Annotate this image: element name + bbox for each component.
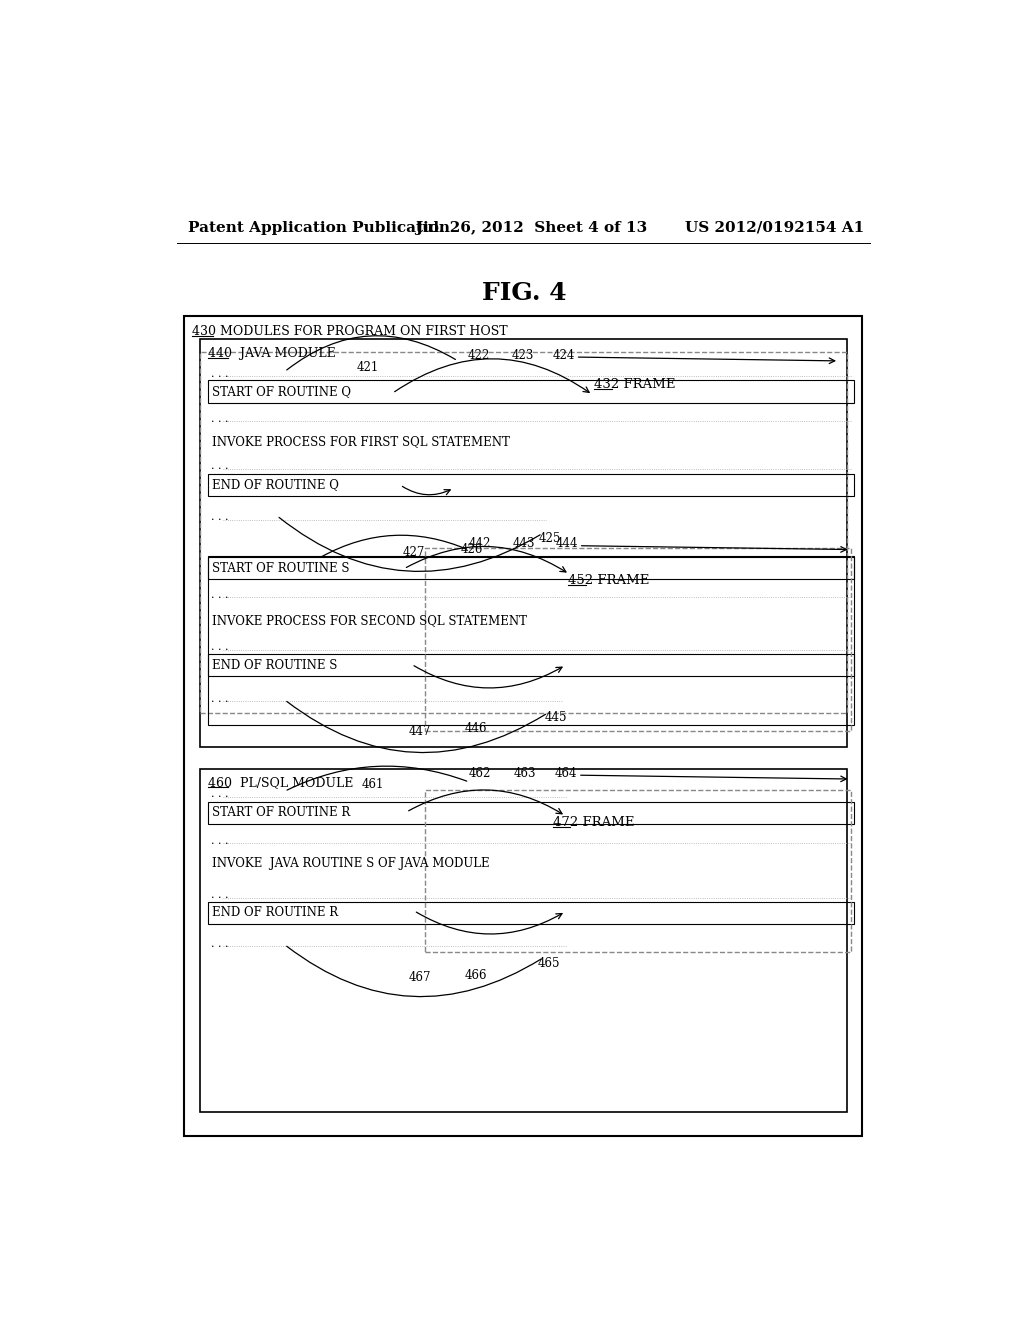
Text: 445: 445 xyxy=(545,711,567,723)
Bar xyxy=(425,548,851,731)
Text: 432 FRAME: 432 FRAME xyxy=(594,379,676,391)
Text: 472 FRAME: 472 FRAME xyxy=(553,816,634,829)
Bar xyxy=(208,556,854,725)
Bar xyxy=(208,655,854,676)
Text: 461: 461 xyxy=(361,777,384,791)
Text: START OF ROUTINE R: START OF ROUTINE R xyxy=(212,807,350,820)
Bar xyxy=(208,474,854,496)
Text: Jul. 26, 2012  Sheet 4 of 13: Jul. 26, 2012 Sheet 4 of 13 xyxy=(416,220,648,235)
Bar xyxy=(208,803,854,824)
Bar xyxy=(208,903,854,924)
Text: 444: 444 xyxy=(555,537,578,550)
Text: . . .: . . . xyxy=(211,890,229,900)
Text: END OF ROUTINE S: END OF ROUTINE S xyxy=(212,659,338,672)
Text: 447: 447 xyxy=(409,725,431,738)
Bar xyxy=(208,380,854,404)
Text: 430 MODULES FOR PROGRAM ON FIRST HOST: 430 MODULES FOR PROGRAM ON FIRST HOST xyxy=(193,325,508,338)
Text: 465: 465 xyxy=(538,957,560,970)
Text: 467: 467 xyxy=(409,972,431,985)
Text: 425: 425 xyxy=(539,532,561,545)
Bar xyxy=(425,789,851,952)
Text: . . .: . . . xyxy=(211,590,229,601)
Text: . . .: . . . xyxy=(211,512,229,523)
Text: . . .: . . . xyxy=(211,939,229,949)
Text: INVOKE PROCESS FOR SECOND SQL STATEMENT: INVOKE PROCESS FOR SECOND SQL STATEMENT xyxy=(212,614,527,627)
Text: 427: 427 xyxy=(402,546,425,560)
Text: 443: 443 xyxy=(513,537,536,550)
Bar xyxy=(200,352,847,713)
Text: 442: 442 xyxy=(468,537,490,550)
Bar xyxy=(200,770,847,1111)
Text: . . .: . . . xyxy=(211,694,229,704)
Text: . . .: . . . xyxy=(211,370,229,379)
Text: 452 FRAME: 452 FRAME xyxy=(568,574,649,587)
Text: 462: 462 xyxy=(468,767,490,780)
Text: 421: 421 xyxy=(356,362,379,375)
Text: . . .: . . . xyxy=(211,789,229,800)
Text: 466: 466 xyxy=(465,969,487,982)
Bar xyxy=(200,339,847,747)
Text: END OF ROUTINE R: END OF ROUTINE R xyxy=(212,907,338,920)
Text: 423: 423 xyxy=(512,348,535,362)
Text: 463: 463 xyxy=(514,767,536,780)
Text: . . .: . . . xyxy=(211,836,229,846)
Text: 422: 422 xyxy=(468,348,489,362)
Text: . . .: . . . xyxy=(211,643,229,652)
Text: 426: 426 xyxy=(461,543,483,556)
Text: 464: 464 xyxy=(554,767,577,780)
Text: Patent Application Publication: Patent Application Publication xyxy=(188,220,451,235)
Text: FIG. 4: FIG. 4 xyxy=(482,281,567,305)
Text: END OF ROUTINE Q: END OF ROUTINE Q xyxy=(212,478,339,491)
Text: START OF ROUTINE S: START OF ROUTINE S xyxy=(212,561,349,574)
Bar xyxy=(184,317,862,1137)
Text: 446: 446 xyxy=(465,722,487,735)
Text: . . .: . . . xyxy=(211,413,229,424)
Text: 424: 424 xyxy=(553,348,575,362)
Text: INVOKE PROCESS FOR FIRST SQL STATEMENT: INVOKE PROCESS FOR FIRST SQL STATEMENT xyxy=(212,436,510,449)
Text: 460  PL/SQL MODULE: 460 PL/SQL MODULE xyxy=(208,776,353,789)
Text: INVOKE  JAVA ROUTINE S OF JAVA MODULE: INVOKE JAVA ROUTINE S OF JAVA MODULE xyxy=(212,857,489,870)
Text: 440  JAVA MODULE: 440 JAVA MODULE xyxy=(208,347,335,360)
Text: US 2012/0192154 A1: US 2012/0192154 A1 xyxy=(685,220,864,235)
Text: START OF ROUTINE Q: START OF ROUTINE Q xyxy=(212,385,351,399)
Text: . . .: . . . xyxy=(211,462,229,471)
Bar xyxy=(208,557,854,579)
